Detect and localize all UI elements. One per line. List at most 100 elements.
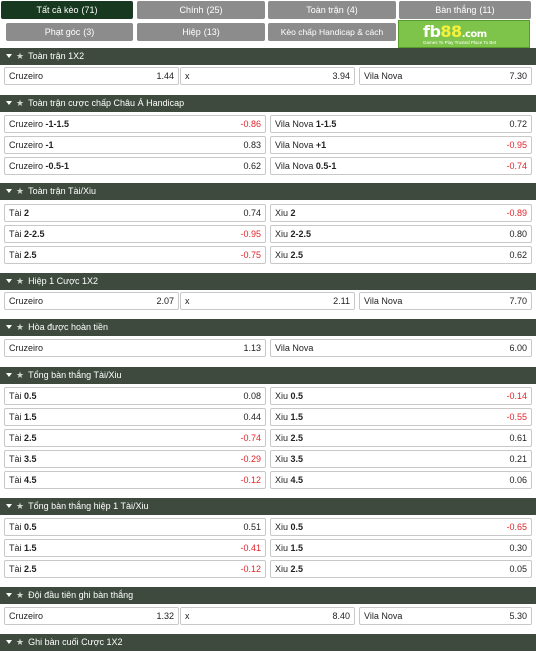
collapse-caret-icon[interactable]	[6, 504, 12, 508]
collapse-caret-icon[interactable]	[6, 189, 12, 193]
odds-button[interactable]: Cruzeiro -1 0.83	[4, 136, 266, 154]
odds-value: -0.29	[240, 454, 261, 464]
tab-count: (3)	[83, 27, 95, 37]
odds-value: 3.94	[332, 71, 350, 81]
odds-button[interactable]: Xiu 2 -0.89	[270, 204, 532, 222]
odds-button[interactable]: Xiu 2-2.5 0.80	[270, 225, 532, 243]
tab-count: (13)	[203, 27, 220, 37]
favorite-star-icon[interactable]: ★	[16, 98, 25, 108]
odds-button[interactable]: Xiu 3.5 0.21	[270, 450, 532, 468]
market-header[interactable]: ★ Toàn trận 1X2	[0, 48, 536, 65]
market-header[interactable]: ★ Tổng bàn thắng hiệp 1 Tài/Xiu	[0, 498, 536, 515]
tab-main[interactable]: Chính (25)	[137, 1, 265, 19]
odds-button[interactable]: Xiu 1.5 -0.55	[270, 408, 532, 426]
selection-name: Xiu	[275, 433, 289, 443]
tab-full-match[interactable]: Toàn trận (4)	[268, 1, 396, 19]
odds-button[interactable]: Xiu 2.5 0.05	[270, 560, 532, 578]
odds-button[interactable]: Cruzeiro -1-1.5 -0.86	[4, 115, 266, 133]
odds-value: 0.61	[509, 433, 527, 443]
handicap-line: 3.5	[290, 454, 304, 464]
favorite-star-icon[interactable]: ★	[16, 637, 25, 647]
odds-button[interactable]: Vila Nova 6.00	[270, 339, 532, 357]
tab-corners[interactable]: Phạt góc (3)	[6, 23, 133, 41]
odds-value: 2.07	[156, 296, 174, 306]
selection-name: Xiu	[275, 391, 289, 401]
odds-value: 0.30	[509, 543, 527, 553]
odds-button[interactable]: Xiu 2.5 0.61	[270, 429, 532, 447]
tab-halves[interactable]: Hiệp (13)	[137, 23, 265, 41]
favorite-star-icon[interactable]: ★	[16, 370, 25, 380]
odds-button[interactable]: Tài 1.5 -0.41	[4, 539, 266, 557]
tab-all-markets[interactable]: Tất cả kèo (71)	[1, 1, 133, 19]
market-header[interactable]: ★ Đội đầu tiên ghi bàn thắng	[0, 587, 536, 604]
favorite-star-icon[interactable]: ★	[16, 590, 25, 600]
odds-button[interactable]: Cruzeiro 1.44	[4, 67, 179, 85]
collapse-caret-icon[interactable]	[6, 325, 12, 329]
collapse-caret-icon[interactable]	[6, 279, 12, 283]
handicap-line: 4.5	[24, 475, 37, 485]
handicap-line: +1	[315, 140, 327, 150]
odds-button[interactable]: Vila Nova 5.30	[359, 607, 532, 625]
tab-goals[interactable]: Bàn thắng (11)	[399, 1, 531, 19]
selection-label: Xiu 2.5	[275, 247, 303, 263]
odds-button[interactable]: Vila Nova 7.30	[359, 67, 532, 85]
odds-button[interactable]: Xiu 0.5 -0.14	[270, 387, 532, 405]
odds-button[interactable]: Cruzeiro 1.13	[4, 339, 266, 357]
handicap-line: 0.5	[24, 391, 37, 401]
odds-button[interactable]: Cruzeiro 1.32	[4, 607, 179, 625]
selection-name: Tài	[9, 208, 22, 218]
market-header[interactable]: ★ Tổng bàn thắng Tài/Xiu	[0, 367, 536, 384]
collapse-caret-icon[interactable]	[6, 54, 12, 58]
collapse-caret-icon[interactable]	[6, 593, 12, 597]
odds-value: -0.75	[240, 250, 261, 260]
odds-button[interactable]: Tài 1.5 0.44	[4, 408, 266, 426]
odds-value: 0.62	[509, 250, 527, 260]
fb88-logo: fb88.com Games To Play Trusted Place To …	[398, 20, 530, 48]
market-header[interactable]: ★ Hòa được hoàn tiền	[0, 319, 536, 336]
odds-button[interactable]: Cruzeiro 2.07	[4, 292, 179, 310]
odds-button[interactable]: Vila Nova 1-1.5 0.72	[270, 115, 532, 133]
selection-name: Tài	[9, 522, 22, 532]
selection-label: x	[185, 293, 190, 309]
odds-button[interactable]: Vila Nova 0.5-1 -0.74	[270, 157, 532, 175]
collapse-caret-icon[interactable]	[6, 640, 12, 644]
odds-button[interactable]: x 3.94	[180, 67, 355, 85]
odds-button[interactable]: Tài 0.5 0.51	[4, 518, 266, 536]
favorite-star-icon[interactable]: ★	[16, 276, 25, 286]
odds-button[interactable]: Tài 0.5 0.08	[4, 387, 266, 405]
odds-button[interactable]: Tài 2.5 -0.12	[4, 560, 266, 578]
odds-button[interactable]: Xiu 4.5 0.06	[270, 471, 532, 489]
odds-button[interactable]: Xiu 1.5 0.30	[270, 539, 532, 557]
selection-name: Vila Nova	[364, 296, 403, 306]
odds-value: -0.74	[506, 161, 527, 171]
favorite-star-icon[interactable]: ★	[16, 322, 25, 332]
odds-button[interactable]: Tài 3.5 -0.29	[4, 450, 266, 468]
market-header[interactable]: ★ Toàn trận Tài/Xiu	[0, 183, 536, 200]
market-header[interactable]: ★ Hiệp 1 Cược 1X2	[0, 273, 536, 290]
market-header[interactable]: ★ Ghi bàn cuối Cược 1X2	[0, 634, 536, 651]
odds-value: -0.74	[240, 433, 261, 443]
odds-button[interactable]: Tài 2.5 -0.74	[4, 429, 266, 447]
odds-button[interactable]: Tài 2 0.74	[4, 204, 266, 222]
favorite-star-icon[interactable]: ★	[16, 186, 25, 196]
odds-button[interactable]: Xiu 2.5 0.62	[270, 246, 532, 264]
odds-button[interactable]: x 2.11	[180, 292, 355, 310]
handicap-line: 0.5	[24, 522, 37, 532]
handicap-line: 2-2.5	[290, 229, 312, 239]
odds-button[interactable]: Vila Nova 7.70	[359, 292, 532, 310]
odds-button[interactable]: Tài 2.5 -0.75	[4, 246, 266, 264]
odds-button[interactable]: x 8.40	[180, 607, 355, 625]
odds-button[interactable]: Tài 4.5 -0.12	[4, 471, 266, 489]
collapse-caret-icon[interactable]	[6, 101, 12, 105]
odds-value: 0.08	[243, 391, 261, 401]
odds-button[interactable]: Xiu 0.5 -0.65	[270, 518, 532, 536]
collapse-caret-icon[interactable]	[6, 373, 12, 377]
favorite-star-icon[interactable]: ★	[16, 501, 25, 511]
odds-button[interactable]: Cruzeiro -0.5-1 0.62	[4, 157, 266, 175]
market-header[interactable]: ★ Toàn trận cược chấp Châu Á Handicap	[0, 95, 536, 112]
odds-button[interactable]: Tài 2-2.5 -0.95	[4, 225, 266, 243]
favorite-star-icon[interactable]: ★	[16, 51, 25, 61]
odds-button[interactable]: Vila Nova +1 -0.95	[270, 136, 532, 154]
selection-label: Tài 2.5	[9, 247, 37, 263]
tab-handicap[interactable]: Kèo chấp Handicap & cách biệt(3)	[268, 23, 396, 55]
